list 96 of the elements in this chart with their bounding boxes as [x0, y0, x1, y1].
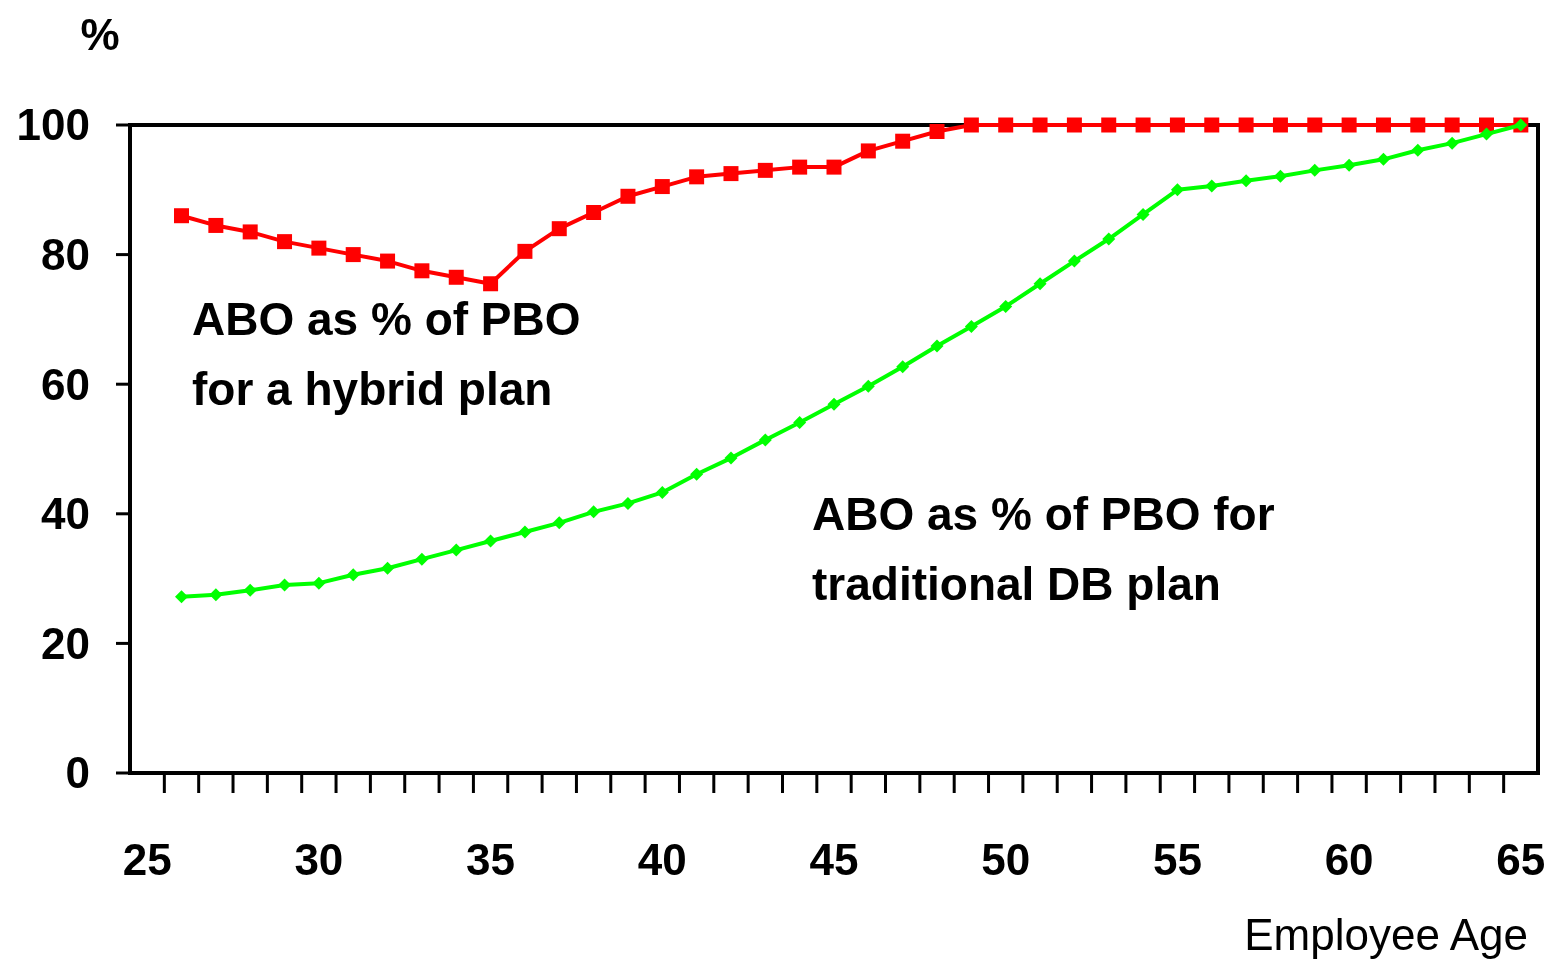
point	[690, 467, 704, 481]
y-tick-label: 20	[41, 618, 90, 668]
x-tick-label: 60	[1324, 835, 1374, 884]
point	[209, 588, 223, 602]
point	[1205, 179, 1219, 193]
point	[277, 234, 293, 250]
point	[346, 568, 360, 582]
point	[1238, 117, 1254, 133]
y-tick-label: 100	[16, 100, 90, 150]
point	[654, 179, 670, 195]
point	[1273, 169, 1287, 183]
point	[484, 534, 498, 548]
point	[620, 188, 636, 204]
point	[483, 276, 499, 292]
y-tick-label: 80	[41, 230, 90, 279]
point	[964, 320, 978, 334]
x-tick-label: 50	[981, 835, 1031, 884]
point	[1376, 152, 1390, 166]
point	[312, 576, 326, 590]
point	[1444, 117, 1460, 133]
point	[860, 143, 876, 159]
point	[278, 578, 292, 592]
x-tick-label: 35	[466, 835, 516, 884]
point	[621, 496, 635, 510]
y-tick-label: 40	[41, 489, 90, 539]
point	[724, 451, 738, 465]
point	[999, 299, 1013, 313]
x-tick-label: 55	[1152, 835, 1202, 884]
point	[896, 360, 910, 374]
point	[175, 590, 189, 604]
point	[1411, 143, 1425, 157]
point	[380, 253, 396, 269]
point	[1307, 117, 1323, 133]
series-label: ABO as % of PBO for a hybrid plan	[192, 293, 581, 415]
point	[929, 123, 945, 139]
point	[243, 583, 257, 597]
point	[1342, 158, 1356, 172]
point	[345, 247, 361, 263]
point	[242, 224, 258, 240]
point	[1101, 117, 1117, 133]
point	[758, 433, 772, 447]
point	[1066, 117, 1082, 133]
point	[963, 117, 979, 133]
point	[174, 208, 190, 224]
point	[793, 415, 807, 429]
point	[1375, 117, 1391, 133]
point	[311, 240, 327, 256]
point	[415, 552, 429, 566]
point	[1170, 183, 1184, 197]
point	[208, 217, 224, 233]
point	[1102, 232, 1116, 246]
point	[1204, 117, 1220, 133]
point	[792, 159, 808, 175]
point	[449, 543, 463, 557]
point	[1308, 163, 1322, 177]
point	[1169, 117, 1185, 133]
point	[861, 379, 875, 393]
point	[723, 166, 739, 182]
x-tick-label: 40	[637, 835, 687, 884]
point	[1239, 174, 1253, 188]
point	[1445, 136, 1459, 150]
point	[1135, 117, 1151, 133]
x-tick-label: 30	[294, 835, 344, 884]
point	[586, 204, 602, 220]
point	[930, 339, 944, 353]
point	[1272, 117, 1288, 133]
point	[895, 133, 911, 149]
x-tick-label: 65	[1496, 835, 1546, 884]
x-tick-label: 25	[122, 835, 172, 884]
point	[448, 269, 464, 285]
point	[1136, 207, 1150, 221]
point	[552, 516, 566, 530]
point	[655, 485, 669, 499]
series-label: ABO as % of PBO for traditional DB plan	[812, 488, 1275, 610]
point	[381, 561, 395, 575]
y-tick-label: 60	[41, 359, 90, 409]
point	[1067, 254, 1081, 268]
point	[1033, 277, 1047, 291]
point	[551, 221, 567, 237]
y-axis-title: %	[80, 10, 120, 59]
point	[414, 263, 430, 279]
point	[827, 397, 841, 411]
point	[1410, 117, 1426, 133]
point	[518, 525, 532, 539]
y-tick-label: 0	[65, 748, 90, 798]
point	[1341, 117, 1357, 133]
point	[998, 117, 1014, 133]
point	[1479, 127, 1493, 141]
x-tick-label: 45	[809, 835, 859, 884]
point	[587, 505, 601, 519]
x-axis-title: Employee Age	[1244, 910, 1528, 959]
point	[517, 243, 533, 259]
point	[826, 159, 842, 175]
point	[689, 169, 705, 185]
point	[757, 162, 773, 178]
point	[1032, 117, 1048, 133]
